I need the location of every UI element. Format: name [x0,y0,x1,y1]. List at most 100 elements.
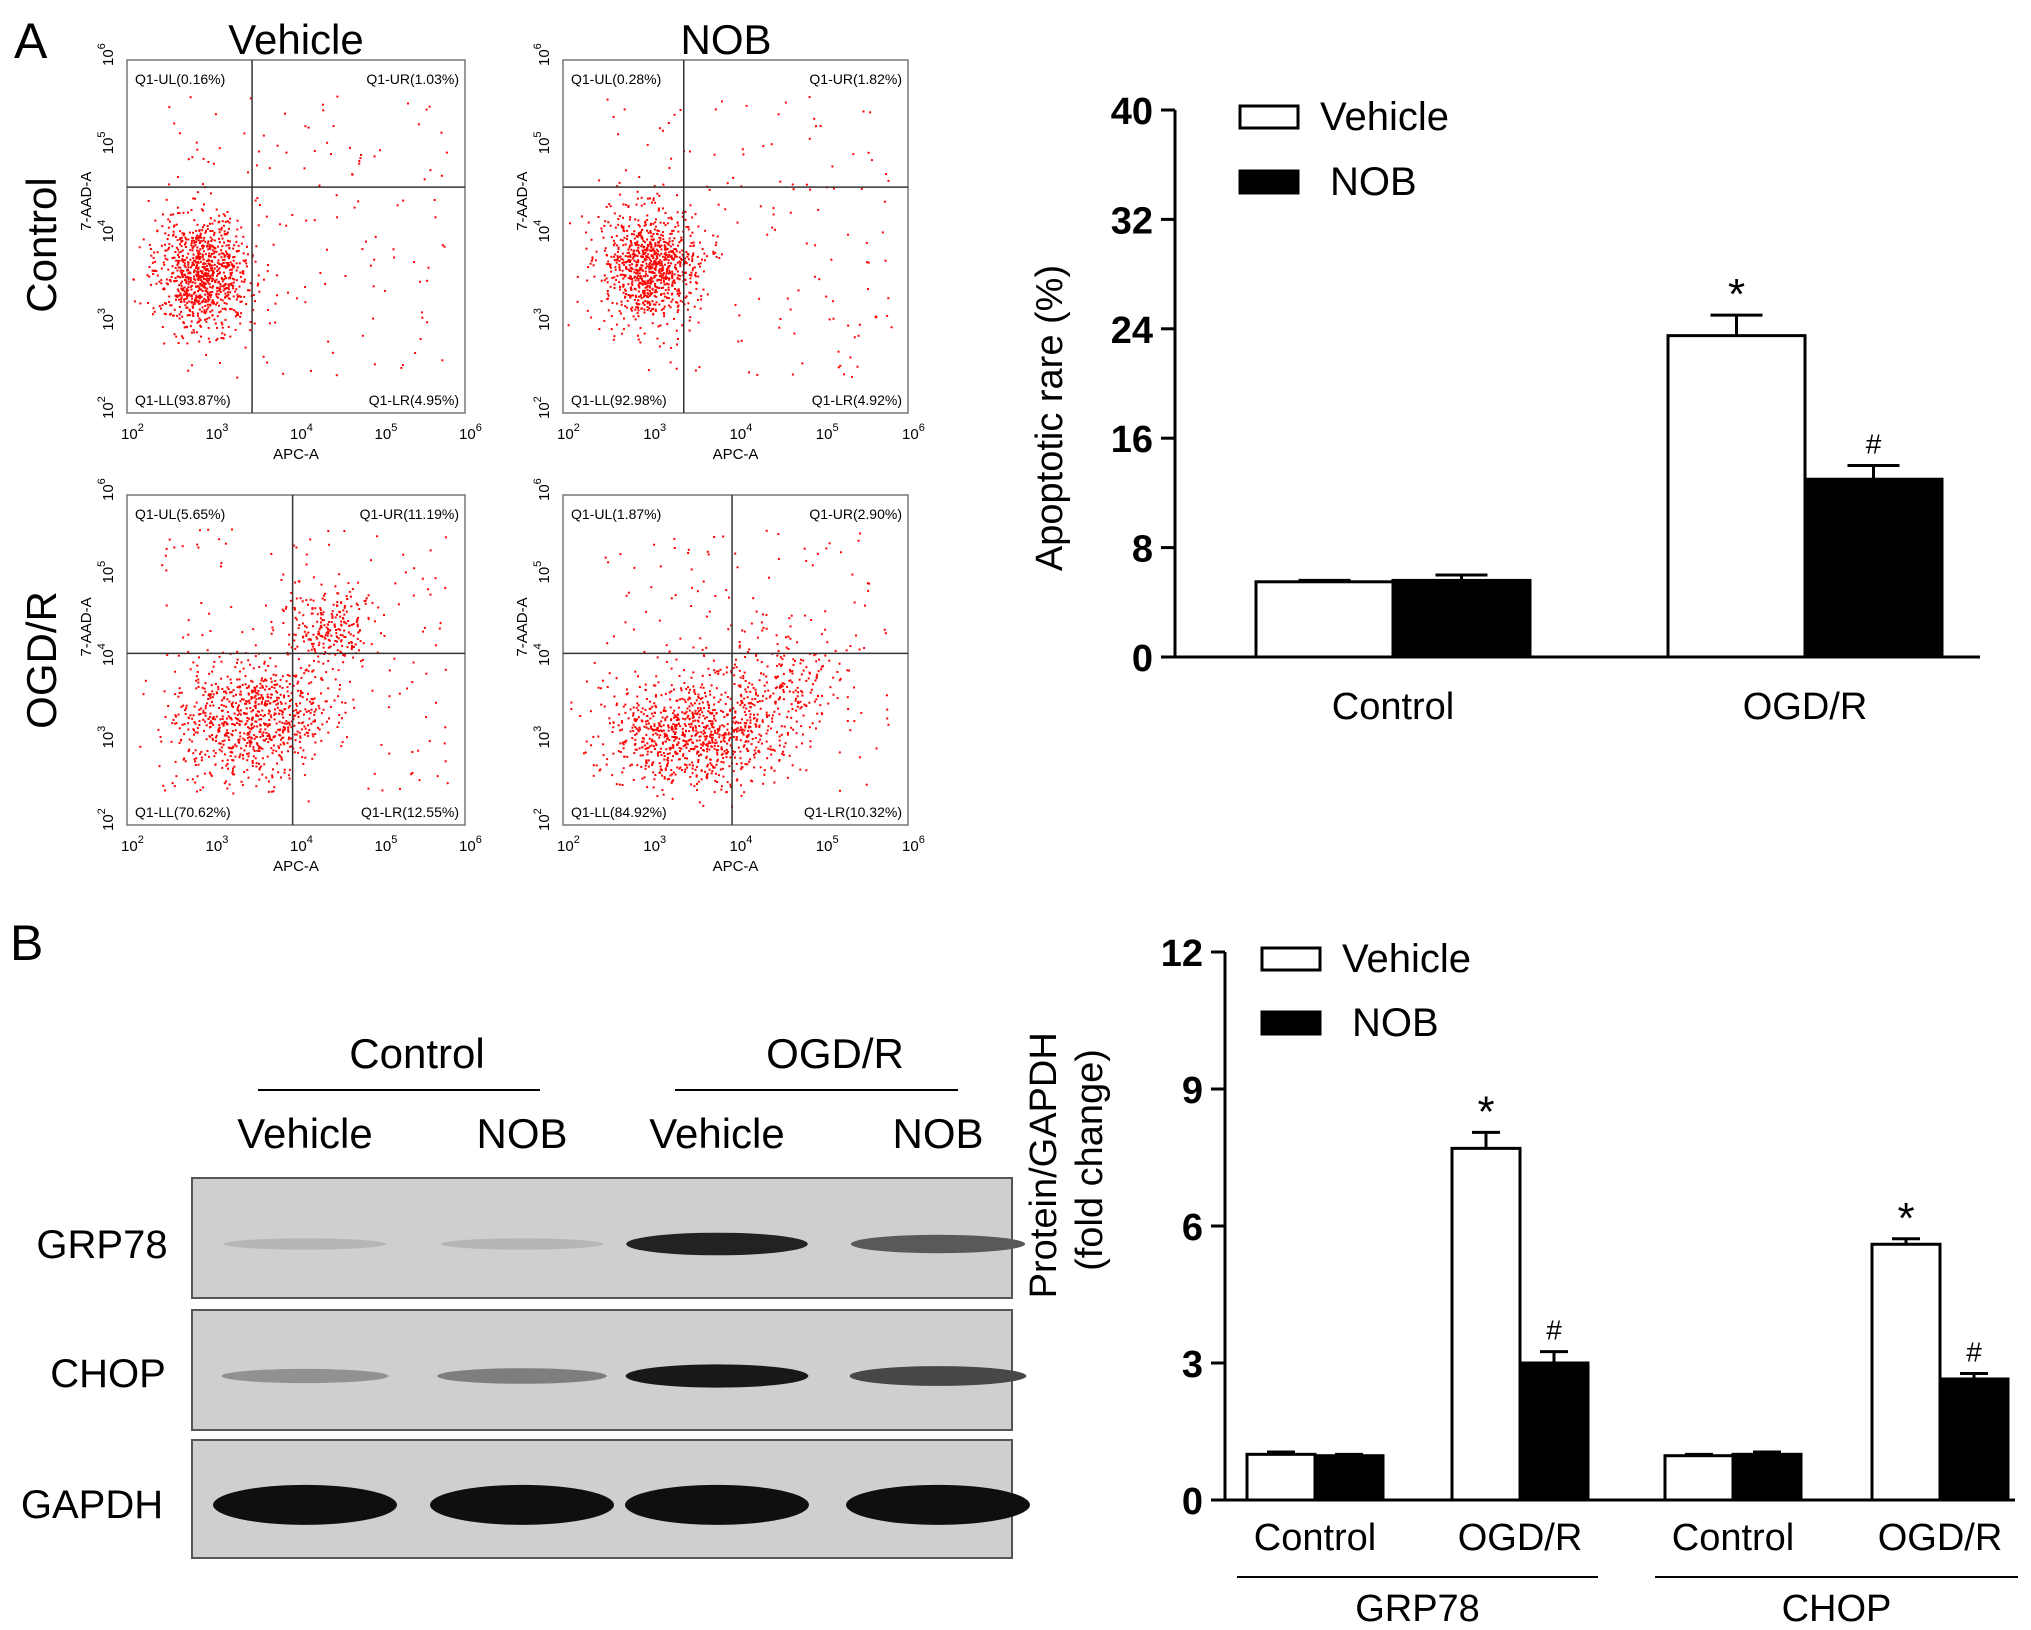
flow-y-tick-label: 106 [96,43,117,66]
flow-dot [225,721,228,724]
flow-dot [723,734,725,737]
flow-dot [261,684,264,687]
flow-dot [286,742,289,745]
flow-dot [697,275,700,278]
flow-dot [699,637,702,640]
flow-dot [658,127,661,130]
flow-dot [232,256,235,259]
flow-dot [640,243,643,246]
flow-dot [299,667,302,670]
flow-dot [232,745,235,748]
flow-dot [287,706,290,709]
flow-dot [820,668,823,671]
flow-dot [704,691,706,694]
flow-dot [208,243,211,246]
flow-y-tick-label: 102 [96,808,117,831]
flow-dot [190,244,193,247]
flow-row-title-control: Control [18,177,65,312]
flow-dot [179,294,182,297]
flow-dot [180,705,183,708]
flow-dot [672,779,675,782]
flow-dot [218,304,221,307]
flow-dot [652,263,654,266]
flow-dot [213,263,216,266]
flow-dot [692,748,695,751]
flow-dot [220,704,223,706]
flow-dot [789,670,792,673]
flow-dot [195,255,198,258]
flow-dot [705,716,708,719]
flow-dot [688,691,690,694]
flow-dot [239,690,242,693]
flow-dot [192,303,195,306]
flow-dot [843,373,846,376]
flow-dot [825,547,828,550]
flow-dot [266,755,269,758]
flow-x-tick-label: 103 [643,834,666,855]
flow-dot [829,686,832,689]
flow-dot [600,227,603,230]
flow-dot [240,312,243,315]
flow-dot [594,259,597,262]
flow-dot [221,323,224,326]
flow-dot [196,256,199,259]
flow-dot [192,714,195,717]
flow-dot [635,235,638,237]
flow-dot [177,290,180,293]
flow-dot [776,686,779,689]
flow-dot [265,215,268,218]
flow-dot [193,271,195,274]
flow-dot [204,690,207,693]
flow-dot [335,194,338,197]
flow-dot [740,718,743,721]
flow-dot [180,310,183,313]
flow-dot [580,215,583,218]
flow-dot [722,739,725,742]
flow-dot [183,262,186,265]
flow-dot [786,716,789,719]
flow-dot [652,312,655,315]
flow-dot [678,758,681,761]
flow-dot [173,333,176,336]
flow-dot [703,735,706,738]
flow-dot [224,283,227,285]
flow-dot [169,280,172,283]
flow-dot [239,700,242,703]
flow-dot [317,704,320,707]
flow-dot [783,725,786,728]
flow-dot [444,726,447,729]
flow-dot [197,257,200,260]
flow-dot [221,715,224,718]
flow-dot [173,308,176,311]
flow-dot [712,234,715,237]
flow-tick-exponent: 6 [532,478,544,484]
flow-dot [240,242,243,245]
flow-dot [652,257,655,259]
flow-dot [177,342,180,344]
flow-dot [202,282,205,284]
flow-dot [732,729,734,732]
flow-dot [295,704,298,707]
flow-dot [197,262,200,265]
flow-x-tick-label: 105 [375,422,398,443]
flow-dot [200,284,203,287]
flow-dot [212,665,215,668]
flow-dot [665,272,668,275]
flow-dot [216,337,219,340]
flow-dot [619,238,622,241]
flow-dot [178,259,181,262]
flow-dot [255,762,258,765]
flow-dot [780,664,782,667]
flow-dot [702,741,705,744]
flow-dot [668,254,671,256]
flow-dot [205,268,208,271]
flow-dot [715,241,718,244]
flow-dot [290,726,293,729]
flow-dot [613,255,616,258]
flow-dot [250,728,253,731]
flow-dot [791,373,794,376]
flow-dot [251,726,253,729]
flow-dot [650,308,653,311]
flow-dot [221,245,224,248]
flow-dot [348,624,351,627]
